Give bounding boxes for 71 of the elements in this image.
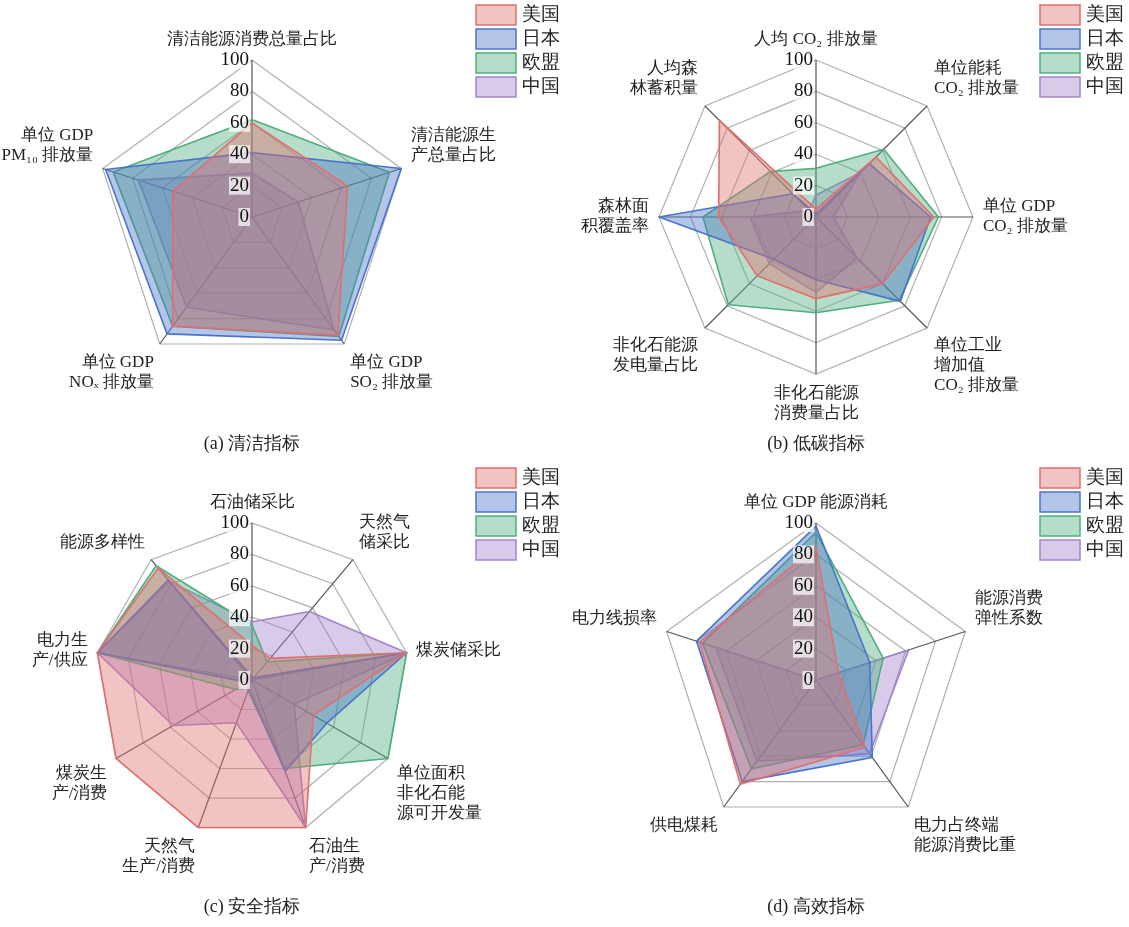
y-tick-label: 80 [230,79,249,101]
spoke-label: 清洁能源生产总量占比 [410,124,496,164]
legend-label: 日本 [1086,26,1124,48]
legend-label: 美国 [1086,2,1124,24]
legend-label: 美国 [522,465,560,487]
y-tick-label: 60 [794,573,813,595]
y-tick-label: 20 [230,173,249,195]
legend-label: 欧盟 [1086,513,1124,535]
legend-label: 中国 [522,537,560,559]
y-tick-label: 40 [794,605,813,627]
spoke-label: 天然气储采比 [359,511,411,551]
y-tick-label: 100 [784,47,813,69]
spoke-label: 单位 GDP CO₂ 排放量 [983,196,1068,236]
y-tick-label: 0 [239,667,249,689]
spoke-label: 单位 GDP SO₂ 排放量 [350,351,434,391]
spoke-label: 煤炭生产/消费 [51,762,108,802]
y-tick-label: 60 [794,110,813,132]
text: (d) 高效指标 [767,895,865,917]
spoke-label: 单位面积非化石能源可开发量 [396,762,482,822]
y-tick-label: 20 [794,173,813,195]
legend-label: 中国 [1086,74,1124,96]
legend-label: 中国 [522,74,560,96]
spoke-label: 单位能耗 CO₂ 排放量 [934,58,1019,98]
spoke-label: 单位 GDP 能源消耗 [744,492,888,512]
text: (c) 安全指标 [203,895,301,917]
y-tick-label: 0 [803,667,813,689]
legend-label: 欧盟 [522,513,560,535]
spoke-label: 天然气生产/消费 [122,836,195,876]
spoke-label: 能源消费弹性系数 [974,587,1043,627]
spoke-label: 单位工业增加值 CO₂ 排放量 [933,334,1019,394]
spoke-label: 人均 CO₂ 排放量 [754,29,878,49]
spoke-label: 非化石能源消费量占比 [773,383,859,423]
y-tick-label: 80 [794,79,813,101]
legend-label: 日本 [522,489,560,511]
text: (a) 清洁指标 [203,432,301,454]
legend-label: 中国 [1086,537,1124,559]
spoke-label: 电力占终端能源消费比重 [914,814,1017,854]
y-tick-label: 100 [220,47,249,69]
y-tick-label: 100 [220,510,249,532]
spoke-label: 供电煤耗 [649,814,718,834]
y-tick-label: 60 [230,110,249,132]
spoke-label: 单位 GDP NOₓ 排放量 [69,351,154,391]
y-tick-label: 40 [230,142,249,164]
y-tick-label: 0 [803,204,813,226]
y-tick-label: 100 [784,510,813,532]
legend-label: 欧盟 [522,50,560,72]
legend-label: 美国 [522,2,560,24]
legend-label: 美国 [1086,465,1124,487]
y-tick-label: 40 [794,142,813,164]
spoke-label: 森林面积覆盖率 [581,196,649,236]
spoke-label: 石油储采比 [209,492,295,512]
y-tick-label: 20 [794,636,813,658]
spoke-label: 石油生产/消费 [309,836,365,876]
y-tick-label: 80 [230,542,249,564]
y-tick-label: 0 [239,204,249,226]
legend-label: 日本 [522,26,560,48]
y-tick-label: 40 [230,605,249,627]
spoke-label: 人均森林蓄积量 [628,58,698,98]
text: (b) 低碳指标 [767,432,865,454]
spoke-label: 电力线损率 [572,607,658,627]
spoke-label: 煤炭储采比 [416,640,502,660]
spoke-label: 清洁能源消费总量占比 [167,29,337,49]
spoke-label: 电力生产/供应 [31,630,88,670]
spoke-label: 单位 GDP PM₁₀ 排放量 [1,124,94,164]
spoke-label: 能源多样性 [59,531,145,551]
y-tick-label: 80 [794,542,813,564]
spoke-label: 非化石能源发电量占比 [612,334,698,374]
legend-label: 欧盟 [1086,50,1124,72]
y-tick-label: 20 [230,636,249,658]
legend-label: 日本 [1086,489,1124,511]
y-tick-label: 60 [230,573,249,595]
